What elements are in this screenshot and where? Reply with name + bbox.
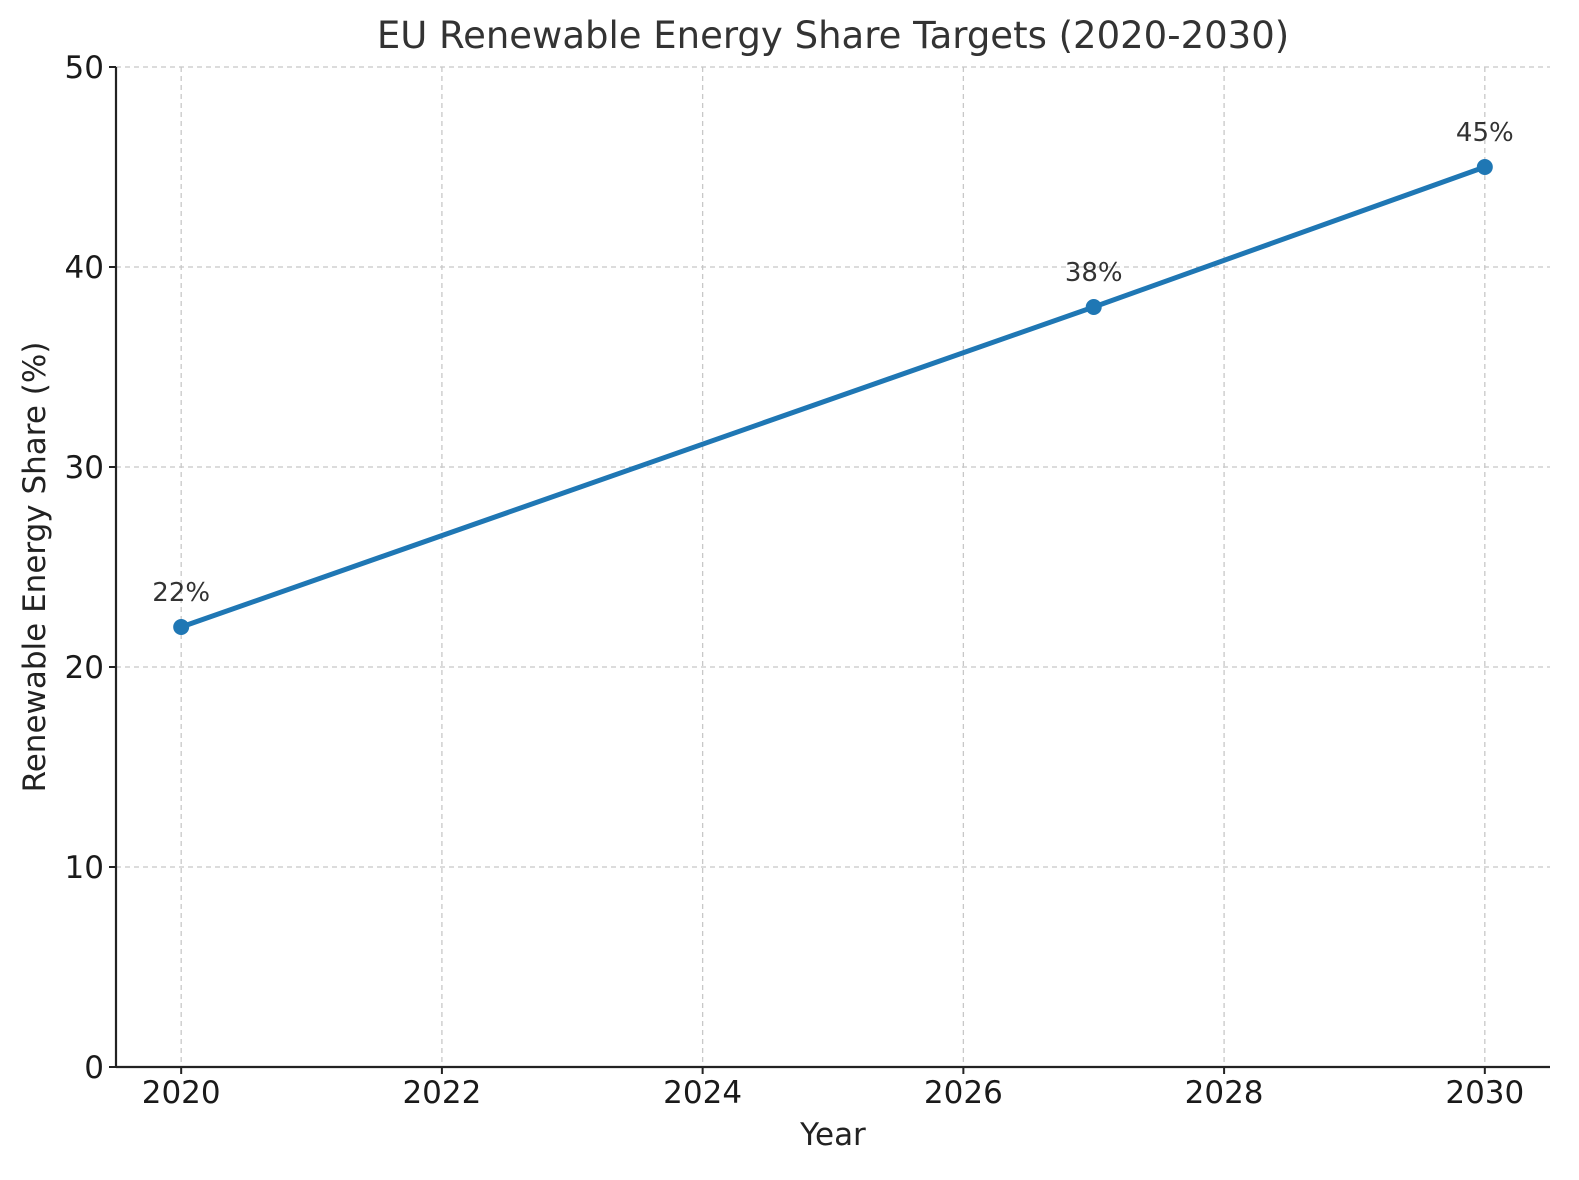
data-label: 22% bbox=[152, 578, 210, 608]
data-point bbox=[1476, 159, 1493, 175]
chart-title: EU Renewable Energy Share Targets (2020-… bbox=[377, 14, 1289, 57]
x-tick-label: 2020 bbox=[142, 1075, 221, 1111]
data-labels: 22% 38% 45% bbox=[152, 118, 1513, 608]
x-tick-label: 2026 bbox=[924, 1075, 1003, 1111]
y-tick-label: 20 bbox=[65, 650, 104, 686]
y-tick-label: 30 bbox=[65, 450, 104, 486]
x-axis-label: Year bbox=[799, 1117, 866, 1153]
y-tick-label: 0 bbox=[84, 1050, 104, 1086]
data-label: 45% bbox=[1456, 118, 1514, 148]
series bbox=[173, 159, 1493, 635]
y-axis-label: Renewable Energy Share (%) bbox=[17, 342, 53, 793]
y-tick-label: 50 bbox=[65, 50, 104, 86]
y-tick-label: 10 bbox=[65, 850, 104, 886]
x-tick-label: 2022 bbox=[402, 1075, 481, 1111]
x-tick-label: 2030 bbox=[1445, 1075, 1524, 1111]
data-label: 38% bbox=[1065, 258, 1123, 288]
y-tick-label: 40 bbox=[65, 250, 104, 286]
grid bbox=[116, 66, 1550, 1068]
x-tick-label: 2024 bbox=[663, 1075, 742, 1111]
data-point bbox=[1085, 299, 1102, 315]
series-line bbox=[178, 164, 1488, 630]
axes bbox=[114, 67, 1550, 1069]
data-point bbox=[173, 619, 190, 635]
x-tick-label: 2028 bbox=[1185, 1075, 1264, 1111]
